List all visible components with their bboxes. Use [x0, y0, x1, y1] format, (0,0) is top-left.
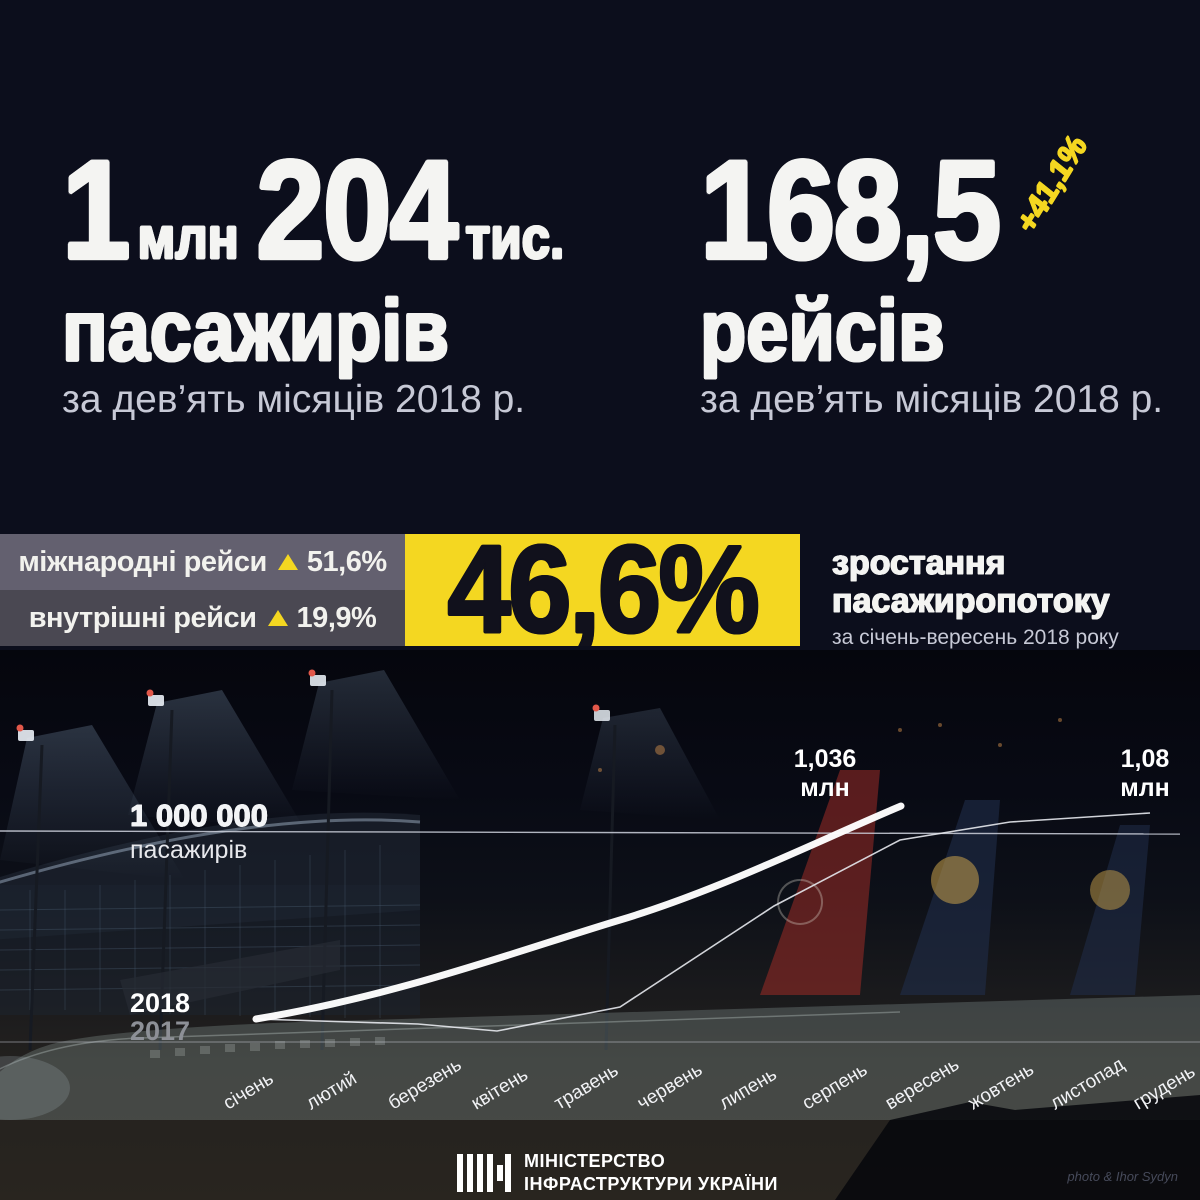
svg-text:липень: липень — [716, 1064, 781, 1114]
svg-text:грудень: грудень — [1130, 1061, 1199, 1114]
svg-text:вересень: вересень — [882, 1054, 963, 1114]
svg-text:квітень: квітень — [468, 1064, 532, 1114]
svg-text:березень: березень — [385, 1054, 466, 1114]
svg-text:січень: січень — [220, 1068, 278, 1114]
svg-text:травень: травень — [551, 1060, 622, 1114]
svg-text:листопад: листопад — [1047, 1054, 1128, 1114]
svg-text:лютий: лютий — [303, 1068, 361, 1114]
svg-text:червень: червень — [634, 1059, 707, 1114]
svg-text:жовтень: жовтень — [965, 1059, 1038, 1114]
svg-text:серпень: серпень — [799, 1059, 872, 1114]
